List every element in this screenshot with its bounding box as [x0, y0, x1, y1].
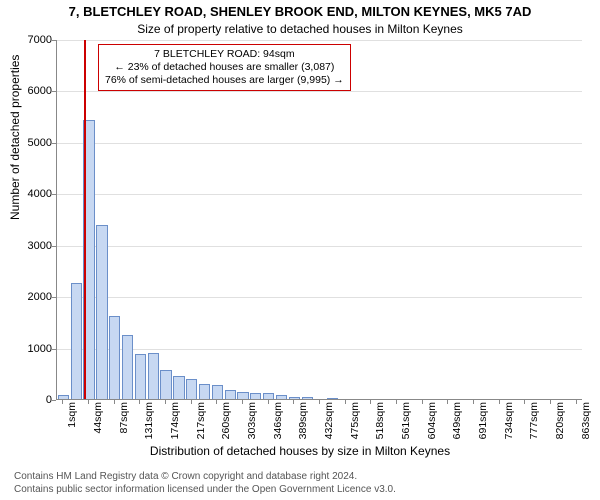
ytick-mark: [52, 194, 56, 195]
xtick-mark: [293, 400, 294, 404]
ytick-mark: [52, 349, 56, 350]
xtick-mark: [473, 400, 474, 404]
gridline: [57, 349, 582, 350]
xtick-label: 260sqm: [220, 402, 232, 452]
xtick-label: 604sqm: [426, 402, 438, 452]
ytick-label: 1000: [12, 343, 52, 355]
xtick-label: 174sqm: [169, 402, 181, 452]
chart-container: 7, BLETCHLEY ROAD, SHENLEY BROOK END, MI…: [0, 0, 600, 500]
annotation-line-3: 76% of semi-detached houses are larger (…: [105, 74, 344, 87]
xtick-mark: [319, 400, 320, 404]
xtick-label: 518sqm: [374, 402, 386, 452]
bar: [212, 385, 223, 399]
ytick-mark: [52, 91, 56, 92]
ytick-mark: [52, 297, 56, 298]
xtick-label: 820sqm: [554, 402, 566, 452]
gridline: [57, 40, 582, 41]
footer-line-2: Contains public sector information licen…: [14, 484, 396, 497]
bar: [148, 353, 159, 399]
bar: [263, 393, 274, 399]
xtick-mark: [499, 400, 500, 404]
bar: [186, 379, 197, 399]
xtick-mark: [114, 400, 115, 404]
bar: [135, 354, 146, 399]
bar: [71, 283, 82, 399]
xtick-label: 217sqm: [195, 402, 207, 452]
xtick-mark: [216, 400, 217, 404]
xtick-mark: [524, 400, 525, 404]
ytick-label: 4000: [12, 188, 52, 200]
xtick-label: 561sqm: [400, 402, 412, 452]
xtick-label: 303sqm: [246, 402, 258, 452]
bar: [96, 225, 107, 399]
xtick-mark: [422, 400, 423, 404]
ytick-mark: [52, 246, 56, 247]
bar: [225, 390, 236, 399]
ytick-label: 7000: [12, 34, 52, 46]
gridline: [57, 143, 582, 144]
plot-area: [56, 40, 582, 400]
xtick-label: 44sqm: [92, 402, 104, 452]
xtick-label: 649sqm: [451, 402, 463, 452]
ytick-label: 2000: [12, 291, 52, 303]
xtick-mark: [191, 400, 192, 404]
title-sub: Size of property relative to detached ho…: [0, 22, 600, 36]
ytick-label: 5000: [12, 137, 52, 149]
ytick-label: 6000: [12, 85, 52, 97]
ytick-mark: [52, 143, 56, 144]
bar: [276, 395, 287, 399]
annotation-line-2: ← 23% of detached houses are smaller (3,…: [105, 61, 344, 74]
xtick-label: 346sqm: [272, 402, 284, 452]
xtick-label: 777sqm: [528, 402, 540, 452]
bar: [250, 393, 261, 399]
xtick-mark: [370, 400, 371, 404]
xtick-mark: [242, 400, 243, 404]
ytick-label: 0: [12, 394, 52, 406]
gridline: [57, 246, 582, 247]
bar: [302, 397, 313, 399]
footer: Contains HM Land Registry data © Crown c…: [14, 471, 396, 496]
xtick-label: 432sqm: [323, 402, 335, 452]
xtick-label: 691sqm: [477, 402, 489, 452]
ytick-mark: [52, 40, 56, 41]
xtick-label: 863sqm: [580, 402, 592, 452]
xtick-mark: [550, 400, 551, 404]
ytick-mark: [52, 400, 56, 401]
bar: [173, 376, 184, 399]
gridline: [57, 297, 582, 298]
xtick-label: 734sqm: [503, 402, 515, 452]
xtick-label: 475sqm: [349, 402, 361, 452]
xtick-mark: [447, 400, 448, 404]
title-main: 7, BLETCHLEY ROAD, SHENLEY BROOK END, MI…: [0, 4, 600, 19]
reference-line: [84, 40, 86, 399]
xtick-label: 87sqm: [118, 402, 130, 452]
bar: [327, 398, 338, 399]
bar: [199, 384, 210, 399]
gridline: [57, 194, 582, 195]
annotation-line-1: 7 BLETCHLEY ROAD: 94sqm: [105, 48, 344, 61]
bar: [160, 370, 171, 399]
xtick-mark: [268, 400, 269, 404]
bar: [58, 395, 69, 399]
xtick-mark: [62, 400, 63, 404]
footer-line-1: Contains HM Land Registry data © Crown c…: [14, 471, 396, 484]
bar: [109, 316, 120, 399]
gridline: [57, 91, 582, 92]
ytick-label: 3000: [12, 240, 52, 252]
bar: [237, 392, 248, 399]
xtick-label: 389sqm: [297, 402, 309, 452]
xtick-mark: [576, 400, 577, 404]
xtick-mark: [165, 400, 166, 404]
bar: [122, 335, 133, 399]
bar: [289, 397, 300, 399]
xtick-mark: [345, 400, 346, 404]
xtick-mark: [139, 400, 140, 404]
xtick-mark: [88, 400, 89, 404]
xtick-label: 131sqm: [143, 402, 155, 452]
annotation-box: 7 BLETCHLEY ROAD: 94sqm ← 23% of detache…: [98, 44, 351, 91]
xtick-label: 1sqm: [66, 402, 78, 452]
xtick-mark: [396, 400, 397, 404]
